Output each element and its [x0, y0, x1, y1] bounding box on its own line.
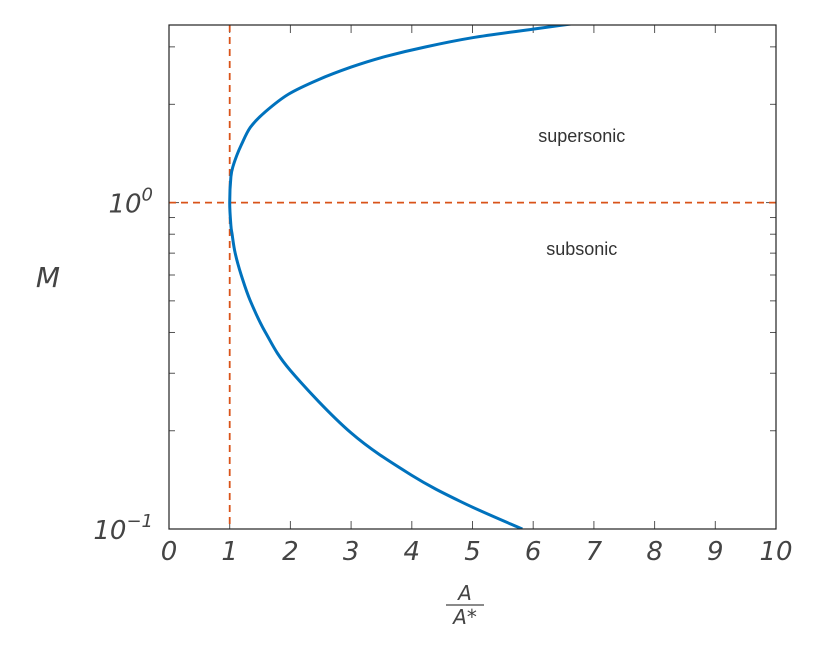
plot-frame [168, 24, 777, 530]
x-tick-label: 4 [404, 537, 421, 567]
x-tick-label: 1 [221, 537, 238, 567]
x-axis-label-denominator: A* [451, 605, 477, 629]
x-tick-label: 3 [343, 537, 360, 567]
region-annotations: supersonic subsonic [538, 126, 625, 259]
x-tick-label: 2 [282, 537, 299, 567]
x-tick-label: 8 [646, 537, 663, 567]
y-tick-label: 10−1 [93, 511, 153, 546]
plot-area [169, 25, 776, 529]
x-tick-label: 7 [586, 537, 603, 567]
x-tick-label: 0 [161, 537, 178, 567]
x-tick-label: 5 [464, 537, 481, 567]
x-tick-label: 9 [707, 537, 724, 567]
x-axis-label: A A* [446, 581, 484, 629]
x-axis-label-numerator: A [456, 581, 472, 605]
reference-lines [169, 25, 776, 529]
y-tick-labels: 10−1 100 [93, 185, 153, 546]
mach-curve [228, 25, 575, 529]
region-label-supersonic: supersonic [538, 126, 625, 146]
x-tick-labels: 0 1 2 3 4 5 6 7 8 9 10 [161, 537, 793, 567]
y-axis-label: M [36, 261, 60, 294]
x-tick-label: 6 [525, 537, 542, 567]
x-tick-label: 10 [759, 537, 792, 567]
region-label-subsonic: subsonic [546, 239, 617, 259]
y-tick-label: 100 [108, 185, 153, 220]
